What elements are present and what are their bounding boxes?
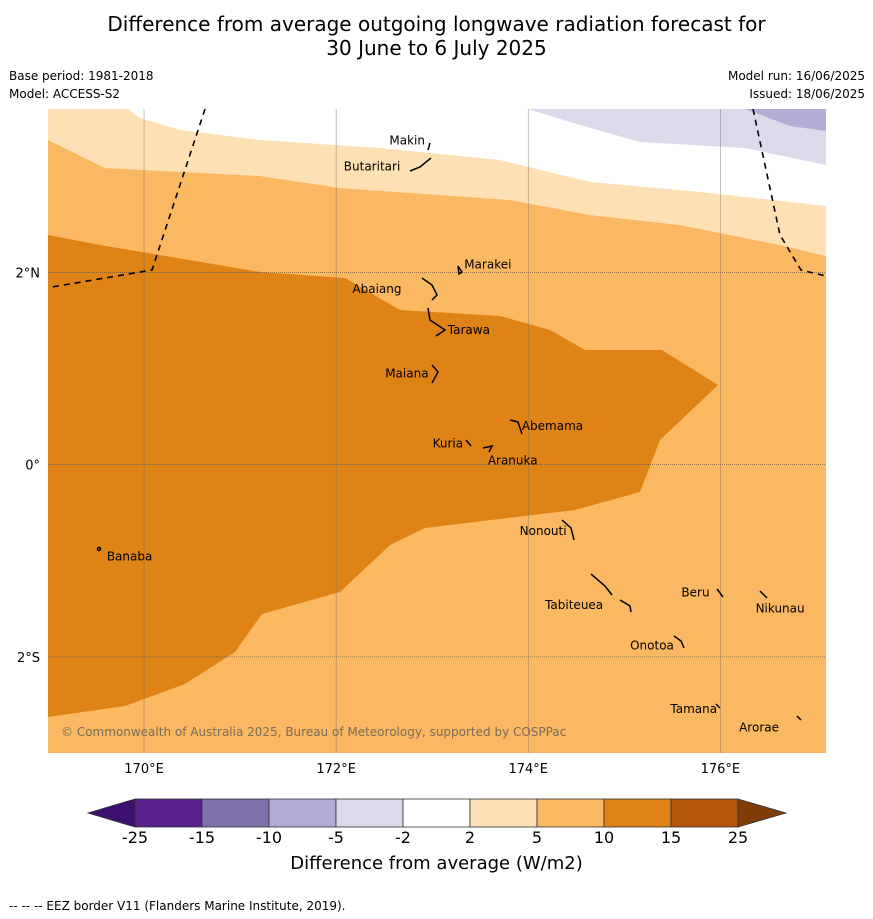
issued-date: Issued: 18/06/2025 <box>749 87 865 101</box>
colorbar-bin <box>469 798 538 828</box>
lon-tick-label: 174°E <box>508 762 548 777</box>
colorbar-bin <box>268 798 337 828</box>
anomaly-zone-minus5-minus2 <box>528 109 826 165</box>
colorbar <box>86 798 788 828</box>
colorbar-tick-label: 25 <box>727 828 749 847</box>
place-label-marakei: Marakei <box>464 257 511 271</box>
atoll-tarawa <box>427 307 447 337</box>
atoll-nonouti <box>561 519 575 541</box>
anomaly-zone-15-25 <box>48 235 718 717</box>
place-labels: Makin Butaritari Marakei Abaiang Tarawa Maian… <box>107 134 805 735</box>
lat-tick-label: 2°N <box>16 266 41 281</box>
title-line-1: Difference from average outgoing longwav… <box>107 12 766 36</box>
atoll-banaba <box>96 546 102 552</box>
place-label-abaiang: Abaiang <box>352 282 401 296</box>
place-label-nikunau: Nikunau <box>756 601 805 615</box>
lon-tick-label: 170°E <box>124 762 164 777</box>
atoll-onotoa <box>673 635 685 649</box>
title-line-2: 30 June to 6 July 2025 <box>326 36 547 60</box>
axis-labels: 170°E 172°E 174°E 176°E 2°N 0° 2°S <box>16 266 741 777</box>
eez-border-west <box>51 109 206 288</box>
model-run: Model run: 16/06/2025 <box>727 69 865 83</box>
eez-footnote: -- -- -- EEZ border V11 (Flanders Marine… <box>9 899 346 913</box>
colorbar-tick-label: -15 <box>188 828 216 847</box>
colorbar-bin <box>402 798 471 828</box>
place-label-tabiteuea: Tabiteuea <box>544 598 603 612</box>
place-label-nonouti: Nonouti <box>520 524 567 538</box>
colorbar-bin <box>603 798 672 828</box>
colorbar-bin <box>201 798 270 828</box>
colorbar-tick-label: -5 <box>328 828 344 847</box>
colorbar-bin <box>536 798 605 828</box>
model-name: Model: ACCESS-S2 <box>9 87 121 101</box>
atoll-butaritari <box>409 157 432 172</box>
colorbar-bin <box>134 798 203 828</box>
atoll-beru <box>716 588 724 598</box>
place-label-abemama: Abemama <box>522 419 583 433</box>
colorbar-title: Difference from average (W/m2) <box>290 853 583 874</box>
place-label-aranuka: Aranuka <box>488 453 538 467</box>
atoll-makin <box>427 142 431 151</box>
atoll-kuria <box>465 439 472 447</box>
atoll-tabiteuea-north <box>590 573 613 596</box>
atoll-arorae <box>796 715 802 721</box>
gridlines <box>48 109 826 753</box>
place-label-banaba: Banaba <box>107 549 153 563</box>
colorbar-tick-label: 15 <box>660 828 682 847</box>
meta-right: Model run: 16/06/2025 Issued: 18/06/2025 <box>728 67 865 103</box>
atoll-outlines <box>96 142 802 721</box>
place-label-makin: Makin <box>389 134 425 148</box>
colorbar-tick-label: 2 <box>464 828 476 847</box>
copyright-notice: © Commonwealth of Australia 2025, Bureau… <box>61 725 566 739</box>
place-label-onotoa: Onotoa <box>630 639 674 653</box>
place-label-tarawa: Tarawa <box>447 323 490 337</box>
colorbar-bin <box>670 798 739 828</box>
atoll-abaiang <box>421 277 438 301</box>
colorbar-tick-label: 5 <box>531 828 543 847</box>
chart-title: Difference from average outgoing longwav… <box>0 12 873 60</box>
map-area: Makin Butaritari Marakei Abaiang Tarawa Maian… <box>48 109 826 753</box>
base-period: Base period: 1981-2018 <box>9 69 154 83</box>
eez-border <box>51 109 826 288</box>
atoll-aranuka <box>482 444 494 453</box>
colorbar-tick-label: -10 <box>255 828 283 847</box>
place-label-beru: Beru <box>681 585 709 599</box>
colorbar-extend-high <box>737 798 788 828</box>
anomaly-zone-minus10-minus5 <box>745 109 826 131</box>
colorbar-tick-label: -2 <box>395 828 411 847</box>
colorbar-extend-low <box>86 798 136 828</box>
place-label-maiana: Maiana <box>385 366 428 380</box>
lon-tick-label: 176°E <box>701 762 741 777</box>
meta-left: Base period: 1981-2018 Model: ACCESS-S2 <box>9 67 154 103</box>
atoll-maiana <box>431 364 439 384</box>
lat-tick-label: 2°S <box>17 651 40 666</box>
colorbar-tick-label: -25 <box>121 828 149 847</box>
atoll-marakei <box>457 265 464 276</box>
place-label-tamana: Tamana <box>669 702 717 716</box>
atoll-nikunau <box>759 590 768 599</box>
atoll-tabiteuea-south <box>619 599 632 613</box>
atoll-tamana <box>715 703 721 709</box>
place-label-butaritari: Butaritari <box>344 160 401 174</box>
lat-tick-label: 0° <box>25 459 40 474</box>
colorbar-bin <box>335 798 404 828</box>
place-label-kuria: Kuria <box>433 436 464 450</box>
colorbar-tick-label: 10 <box>593 828 615 847</box>
atoll-abemama <box>509 419 523 435</box>
place-label-arorae: Arorae <box>739 720 779 734</box>
anomaly-zone-5-10-upper <box>48 109 826 256</box>
lon-tick-label: 172°E <box>316 762 356 777</box>
